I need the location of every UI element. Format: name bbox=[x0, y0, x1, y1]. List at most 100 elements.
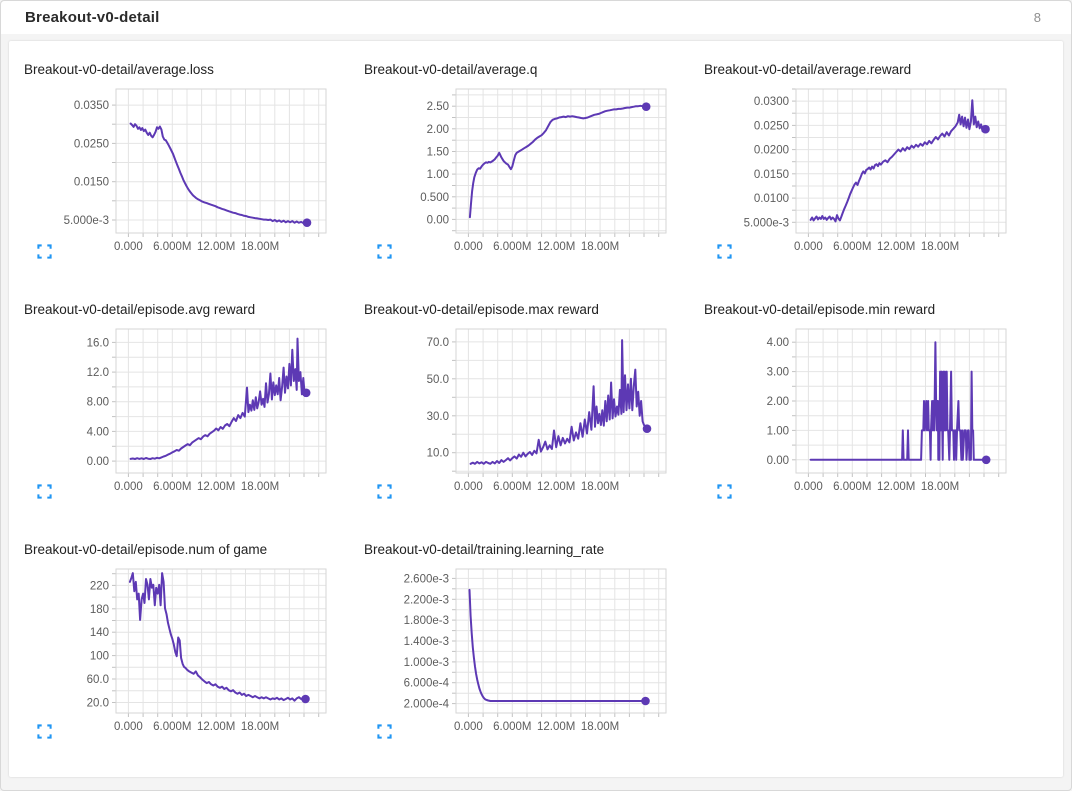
svg-text:220: 220 bbox=[90, 580, 109, 592]
chart-card-episode-max-reward: Breakout-v0-detail/episode.max reward 70… bbox=[364, 302, 704, 513]
svg-text:6.000M: 6.000M bbox=[833, 481, 871, 493]
svg-text:0.000: 0.000 bbox=[794, 481, 823, 493]
chart-card-average-reward: Breakout-v0-detail/average.reward 0.0300… bbox=[704, 62, 1044, 273]
svg-text:10.0: 10.0 bbox=[427, 448, 449, 460]
svg-text:0.0150: 0.0150 bbox=[754, 169, 789, 181]
svg-text:5.000e-3: 5.000e-3 bbox=[64, 215, 109, 227]
svg-text:18.00M: 18.00M bbox=[241, 481, 279, 493]
category-header[interactable]: Breakout-v0-detail 8 bbox=[1, 1, 1071, 34]
expand-chart-button[interactable] bbox=[376, 723, 393, 740]
category-title: Breakout-v0-detail bbox=[25, 9, 160, 26]
svg-text:2.000e-4: 2.000e-4 bbox=[404, 699, 450, 711]
svg-text:6.000M: 6.000M bbox=[833, 241, 871, 253]
chart-title: Breakout-v0-detail/episode.num of game bbox=[24, 542, 268, 557]
charts-grid: Breakout-v0-detail/average.loss 0.0350 0.… bbox=[24, 62, 1063, 753]
line-chart-average-q[interactable]: 2.50 2.00 1.50 1.00 0.500 0.00 0.000 6.000M 12.0… bbox=[364, 81, 694, 265]
svg-text:0.000: 0.000 bbox=[454, 241, 483, 253]
svg-text:0.000: 0.000 bbox=[114, 241, 143, 253]
chart-card-episode-num-of-game: Breakout-v0-detail/episode.num of game 2… bbox=[24, 542, 364, 753]
svg-text:0.0150: 0.0150 bbox=[74, 177, 109, 189]
chart-count-badge: 8 bbox=[1033, 10, 1041, 25]
svg-text:3.00: 3.00 bbox=[767, 367, 789, 379]
line-chart-average-loss[interactable]: 0.0350 0.0250 0.0150 5.000e-3 0.000 6.000M 12.… bbox=[24, 81, 354, 265]
expand-chart-button[interactable] bbox=[36, 483, 53, 500]
svg-text:12.00M: 12.00M bbox=[537, 481, 575, 493]
svg-text:6.000M: 6.000M bbox=[153, 721, 191, 733]
svg-text:8.00: 8.00 bbox=[87, 397, 109, 409]
svg-text:18.00M: 18.00M bbox=[581, 241, 619, 253]
svg-text:1.400e-3: 1.400e-3 bbox=[404, 636, 449, 648]
svg-text:0.00: 0.00 bbox=[767, 455, 789, 467]
svg-text:0.0350: 0.0350 bbox=[74, 100, 109, 112]
chart-card-training-learning-rate: Breakout-v0-detail/training.learning_rat… bbox=[364, 542, 704, 753]
svg-text:6.000M: 6.000M bbox=[153, 241, 191, 253]
chart-title: Breakout-v0-detail/episode.avg reward bbox=[24, 302, 256, 317]
svg-text:12.00M: 12.00M bbox=[197, 241, 235, 253]
chart-title: Breakout-v0-detail/episode.min reward bbox=[704, 302, 936, 317]
svg-text:18.00M: 18.00M bbox=[581, 481, 619, 493]
svg-text:18.00M: 18.00M bbox=[241, 721, 279, 733]
svg-text:18.00M: 18.00M bbox=[581, 721, 619, 733]
expand-chart-button[interactable] bbox=[376, 483, 393, 500]
expand-chart-button[interactable] bbox=[376, 243, 393, 260]
svg-text:18.00M: 18.00M bbox=[241, 241, 279, 253]
svg-text:1.000e-3: 1.000e-3 bbox=[404, 657, 449, 669]
expand-chart-button[interactable] bbox=[716, 243, 733, 260]
svg-text:20.0: 20.0 bbox=[87, 698, 109, 710]
expand-chart-button[interactable] bbox=[716, 483, 733, 500]
line-chart-episode-num-of-game[interactable]: 220 180 140 100 60.0 20.0 0.000 6.000M 12.00M 18.… bbox=[24, 561, 354, 745]
chart-title: Breakout-v0-detail/average.reward bbox=[704, 62, 912, 77]
chart-title: Breakout-v0-detail/training.learning_rat… bbox=[364, 542, 605, 557]
line-chart-average-reward[interactable]: 0.0300 0.0250 0.0200 0.0150 0.0100 5.000e-3 0.… bbox=[704, 81, 1034, 265]
svg-text:70.0: 70.0 bbox=[427, 337, 449, 349]
svg-text:0.00: 0.00 bbox=[427, 214, 449, 226]
svg-text:1.800e-3: 1.800e-3 bbox=[404, 615, 449, 627]
svg-text:30.0: 30.0 bbox=[427, 411, 449, 423]
svg-text:140: 140 bbox=[90, 627, 109, 639]
svg-text:0.000: 0.000 bbox=[114, 721, 143, 733]
svg-text:6.000M: 6.000M bbox=[493, 721, 531, 733]
svg-text:12.00M: 12.00M bbox=[537, 241, 575, 253]
line-chart-training-learning-rate[interactable]: 2.600e-3 2.200e-3 1.800e-3 1.400e-3 1.000e-3… bbox=[364, 561, 694, 745]
svg-text:60.0: 60.0 bbox=[87, 674, 109, 686]
svg-text:0.00: 0.00 bbox=[87, 456, 109, 468]
svg-text:1.00: 1.00 bbox=[427, 169, 449, 181]
chart-title: Breakout-v0-detail/average.loss bbox=[24, 62, 214, 77]
svg-text:2.600e-3: 2.600e-3 bbox=[404, 573, 449, 585]
svg-text:0.0200: 0.0200 bbox=[754, 145, 789, 157]
svg-text:6.000M: 6.000M bbox=[153, 481, 191, 493]
svg-text:1.00: 1.00 bbox=[767, 425, 789, 437]
svg-text:12.00M: 12.00M bbox=[197, 481, 235, 493]
fullscreen-icon bbox=[37, 244, 52, 259]
line-chart-episode-max-reward[interactable]: 70.0 50.0 30.0 10.0 0.000 6.000M 12.00M 18.00M bbox=[364, 321, 694, 505]
line-chart-episode-avg-reward[interactable]: 16.0 12.0 8.00 4.00 0.00 0.000 6.000M 12.00M 18.… bbox=[24, 321, 354, 505]
svg-text:0.0300: 0.0300 bbox=[754, 96, 789, 108]
chart-card-average-q: Breakout-v0-detail/average.q 2.50 2.00 1.5… bbox=[364, 62, 704, 273]
fullscreen-icon bbox=[377, 724, 392, 739]
svg-text:6.000M: 6.000M bbox=[493, 241, 531, 253]
expand-chart-button[interactable] bbox=[36, 243, 53, 260]
svg-text:12.00M: 12.00M bbox=[537, 721, 575, 733]
svg-text:4.00: 4.00 bbox=[767, 337, 789, 349]
chart-card-episode-avg-reward: Breakout-v0-detail/episode.avg reward 16… bbox=[24, 302, 364, 513]
svg-text:180: 180 bbox=[90, 604, 109, 616]
svg-text:1.50: 1.50 bbox=[427, 147, 449, 159]
fullscreen-icon bbox=[717, 244, 732, 259]
svg-text:0.0100: 0.0100 bbox=[754, 193, 789, 205]
fullscreen-icon bbox=[37, 724, 52, 739]
svg-text:18.00M: 18.00M bbox=[921, 241, 959, 253]
expand-chart-button[interactable] bbox=[36, 723, 53, 740]
svg-text:0.0250: 0.0250 bbox=[754, 120, 789, 132]
svg-text:6.000M: 6.000M bbox=[493, 481, 531, 493]
svg-text:50.0: 50.0 bbox=[427, 374, 449, 386]
svg-text:12.00M: 12.00M bbox=[877, 241, 915, 253]
svg-text:6.000e-4: 6.000e-4 bbox=[404, 678, 450, 690]
svg-text:4.00: 4.00 bbox=[87, 426, 109, 438]
line-chart-episode-min-reward[interactable]: 4.00 3.00 2.00 1.00 0.00 0.000 6.000M 12.00M 18.… bbox=[704, 321, 1034, 505]
svg-text:12.0: 12.0 bbox=[87, 367, 109, 379]
svg-text:0.500: 0.500 bbox=[420, 192, 449, 204]
svg-text:100: 100 bbox=[90, 651, 109, 663]
svg-text:0.000: 0.000 bbox=[114, 481, 143, 493]
svg-text:0.000: 0.000 bbox=[454, 481, 483, 493]
svg-text:18.00M: 18.00M bbox=[921, 481, 959, 493]
